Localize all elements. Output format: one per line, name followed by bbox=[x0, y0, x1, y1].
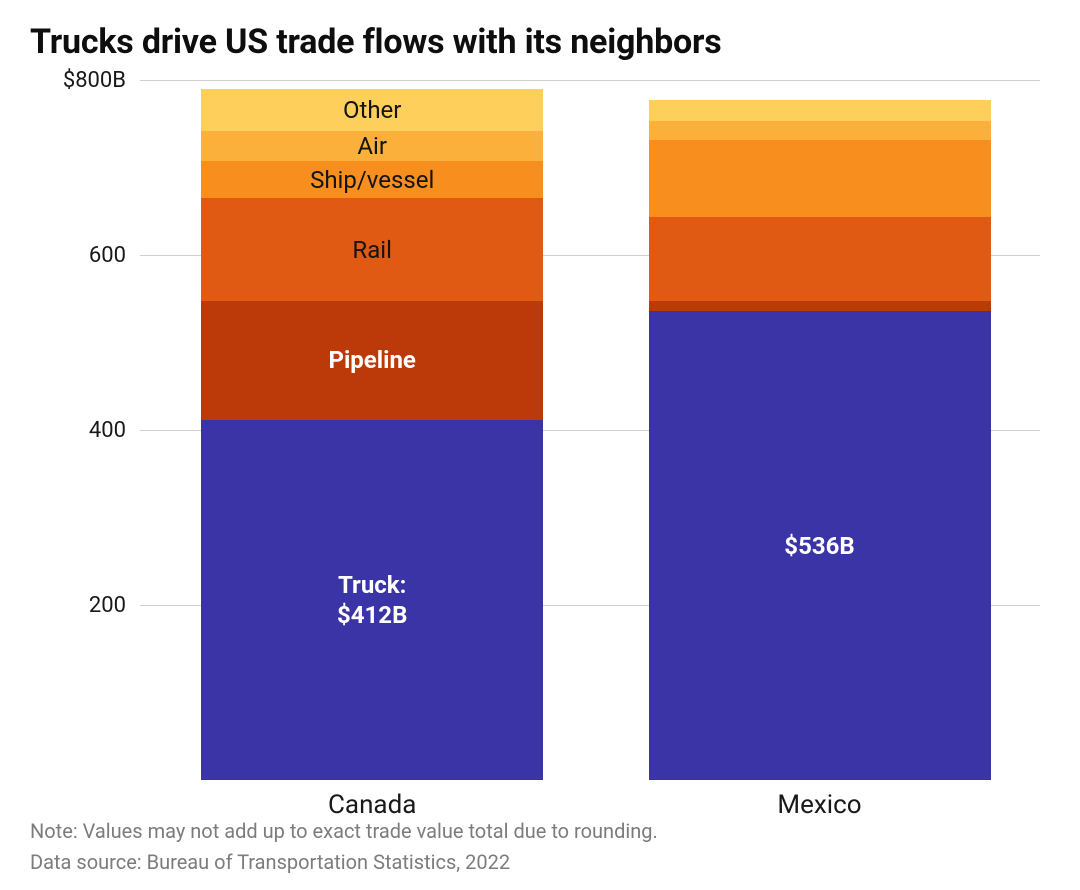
segment-label: Rail bbox=[201, 198, 543, 301]
chart-footer: Note: Values may not add up to exact tra… bbox=[30, 816, 1050, 878]
segment-label: $536B bbox=[649, 311, 991, 780]
y-axis-tick-label: 200 bbox=[30, 593, 126, 618]
segment-rail bbox=[649, 217, 991, 300]
footer-source: Data source: Bureau of Transportation St… bbox=[30, 847, 1050, 878]
y-axis-tick-label: $800B bbox=[30, 68, 126, 93]
segment-label: Truck: $412B bbox=[201, 420, 543, 781]
y-axis-tick-label: 400 bbox=[30, 418, 126, 443]
footer-note: Note: Values may not add up to exact tra… bbox=[30, 816, 1050, 847]
chart-title: Trucks drive US trade flows with its nei… bbox=[30, 22, 1050, 62]
plot-wrapper: $800B600400200Truck: $412BPipelineRailSh… bbox=[30, 80, 1050, 830]
bar-canada: Truck: $412BPipelineRailShip/vesselAirOt… bbox=[201, 89, 543, 780]
segment-label: Other bbox=[201, 89, 543, 131]
plot-area: $800B600400200Truck: $412BPipelineRailSh… bbox=[30, 80, 1050, 780]
bar-mexico: $536B bbox=[649, 100, 991, 780]
segment-label: Air bbox=[201, 131, 543, 162]
y-axis-tick-label: 600 bbox=[30, 243, 126, 268]
grid-line bbox=[140, 80, 1040, 81]
segment-pipeline bbox=[649, 301, 991, 312]
chart-container: Trucks drive US trade flows with its nei… bbox=[0, 0, 1080, 890]
segment-label: Pipeline bbox=[201, 301, 543, 419]
segment-air bbox=[649, 121, 991, 140]
segment-other bbox=[649, 100, 991, 121]
segment-ship-vessel bbox=[649, 140, 991, 217]
segment-label: Ship/vessel bbox=[201, 161, 543, 198]
